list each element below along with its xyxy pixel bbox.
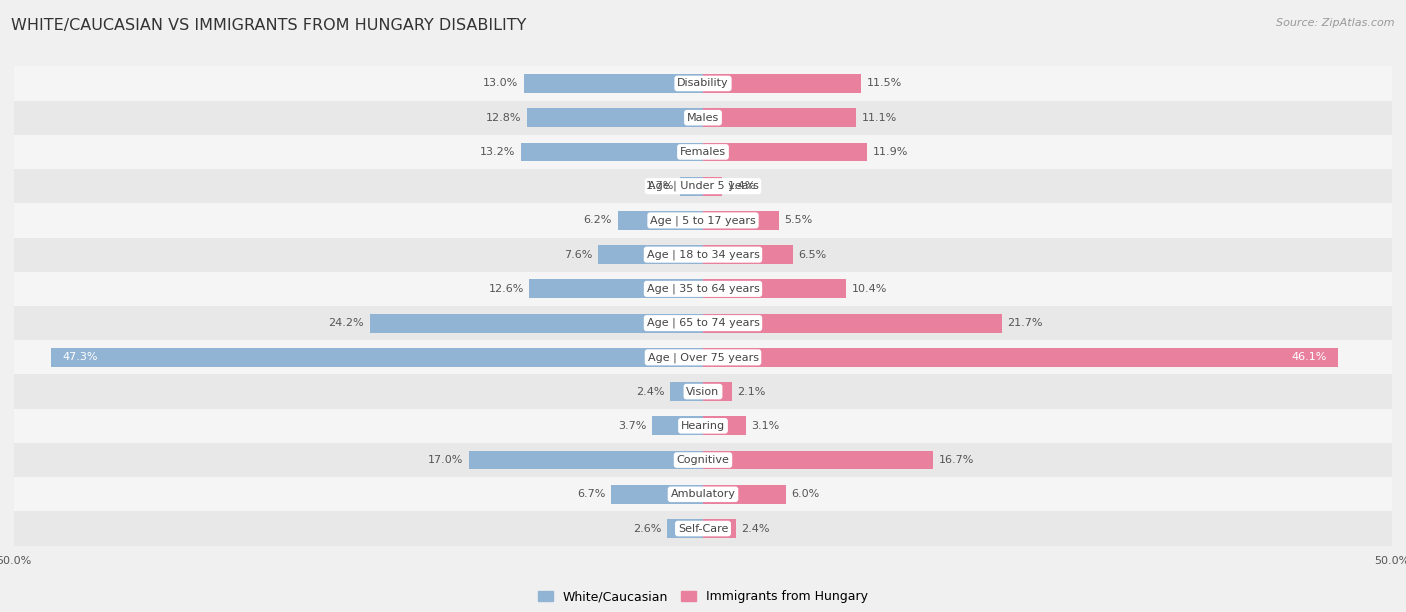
Bar: [703, 450, 934, 469]
Text: 11.1%: 11.1%: [862, 113, 897, 122]
Text: Age | 18 to 34 years: Age | 18 to 34 years: [647, 250, 759, 260]
Bar: [14, 375, 1392, 409]
Text: Source: ZipAtlas.com: Source: ZipAtlas.com: [1277, 18, 1395, 28]
Text: Age | 5 to 17 years: Age | 5 to 17 years: [650, 215, 756, 226]
Bar: [703, 416, 745, 435]
Text: 3.7%: 3.7%: [619, 421, 647, 431]
Text: 2.4%: 2.4%: [741, 523, 770, 534]
Bar: [703, 177, 723, 196]
Bar: [703, 211, 779, 230]
Text: Vision: Vision: [686, 387, 720, 397]
Text: Ambulatory: Ambulatory: [671, 490, 735, 499]
Text: 13.0%: 13.0%: [484, 78, 519, 89]
Text: 7.6%: 7.6%: [564, 250, 593, 259]
Bar: [14, 306, 1392, 340]
Bar: [522, 143, 703, 162]
Bar: [14, 443, 1392, 477]
Bar: [703, 314, 1002, 332]
Text: 21.7%: 21.7%: [1008, 318, 1043, 328]
Bar: [703, 245, 793, 264]
Bar: [524, 74, 703, 93]
Text: Hearing: Hearing: [681, 421, 725, 431]
Text: Males: Males: [688, 113, 718, 122]
Bar: [14, 169, 1392, 203]
Bar: [14, 100, 1392, 135]
Text: 11.9%: 11.9%: [873, 147, 908, 157]
Bar: [703, 348, 1339, 367]
Bar: [14, 512, 1392, 546]
Bar: [610, 485, 703, 504]
Bar: [468, 450, 703, 469]
Bar: [14, 272, 1392, 306]
Bar: [617, 211, 703, 230]
Text: 1.7%: 1.7%: [645, 181, 673, 191]
Bar: [14, 477, 1392, 512]
Bar: [668, 519, 703, 538]
Text: 46.1%: 46.1%: [1292, 353, 1327, 362]
Text: 6.7%: 6.7%: [576, 490, 605, 499]
Text: 13.2%: 13.2%: [481, 147, 516, 157]
Bar: [51, 348, 703, 367]
Bar: [703, 108, 856, 127]
Text: 47.3%: 47.3%: [62, 353, 98, 362]
Text: 2.4%: 2.4%: [636, 387, 665, 397]
Bar: [703, 519, 737, 538]
Bar: [703, 382, 733, 401]
Text: 2.6%: 2.6%: [633, 523, 662, 534]
Text: 5.5%: 5.5%: [785, 215, 813, 225]
Legend: White/Caucasian, Immigrants from Hungary: White/Caucasian, Immigrants from Hungary: [533, 585, 873, 608]
Bar: [14, 66, 1392, 100]
Text: 6.5%: 6.5%: [799, 250, 827, 259]
Text: WHITE/CAUCASIAN VS IMMIGRANTS FROM HUNGARY DISABILITY: WHITE/CAUCASIAN VS IMMIGRANTS FROM HUNGA…: [11, 18, 527, 34]
Bar: [703, 485, 786, 504]
Bar: [679, 177, 703, 196]
Text: Self-Care: Self-Care: [678, 523, 728, 534]
Text: Age | 35 to 64 years: Age | 35 to 64 years: [647, 283, 759, 294]
Text: 10.4%: 10.4%: [852, 284, 887, 294]
Text: 12.8%: 12.8%: [485, 113, 522, 122]
Bar: [14, 135, 1392, 169]
Bar: [14, 203, 1392, 237]
Bar: [652, 416, 703, 435]
Text: Age | Under 5 years: Age | Under 5 years: [648, 181, 758, 192]
Text: 12.6%: 12.6%: [488, 284, 524, 294]
Text: Disability: Disability: [678, 78, 728, 89]
Bar: [599, 245, 703, 264]
Text: 24.2%: 24.2%: [329, 318, 364, 328]
Bar: [530, 280, 703, 298]
Text: 3.1%: 3.1%: [751, 421, 779, 431]
Bar: [370, 314, 703, 332]
Text: Age | Over 75 years: Age | Over 75 years: [648, 352, 758, 362]
Bar: [527, 108, 703, 127]
Text: Females: Females: [681, 147, 725, 157]
Bar: [14, 237, 1392, 272]
Text: 17.0%: 17.0%: [427, 455, 463, 465]
Text: 6.0%: 6.0%: [792, 490, 820, 499]
Bar: [669, 382, 703, 401]
Text: Cognitive: Cognitive: [676, 455, 730, 465]
Text: 11.5%: 11.5%: [868, 78, 903, 89]
Bar: [14, 340, 1392, 375]
Text: Age | 65 to 74 years: Age | 65 to 74 years: [647, 318, 759, 329]
Text: 1.4%: 1.4%: [728, 181, 756, 191]
Text: 16.7%: 16.7%: [939, 455, 974, 465]
Text: 2.1%: 2.1%: [738, 387, 766, 397]
Bar: [703, 280, 846, 298]
Bar: [703, 74, 862, 93]
Bar: [14, 409, 1392, 443]
Text: 6.2%: 6.2%: [583, 215, 612, 225]
Bar: [703, 143, 868, 162]
